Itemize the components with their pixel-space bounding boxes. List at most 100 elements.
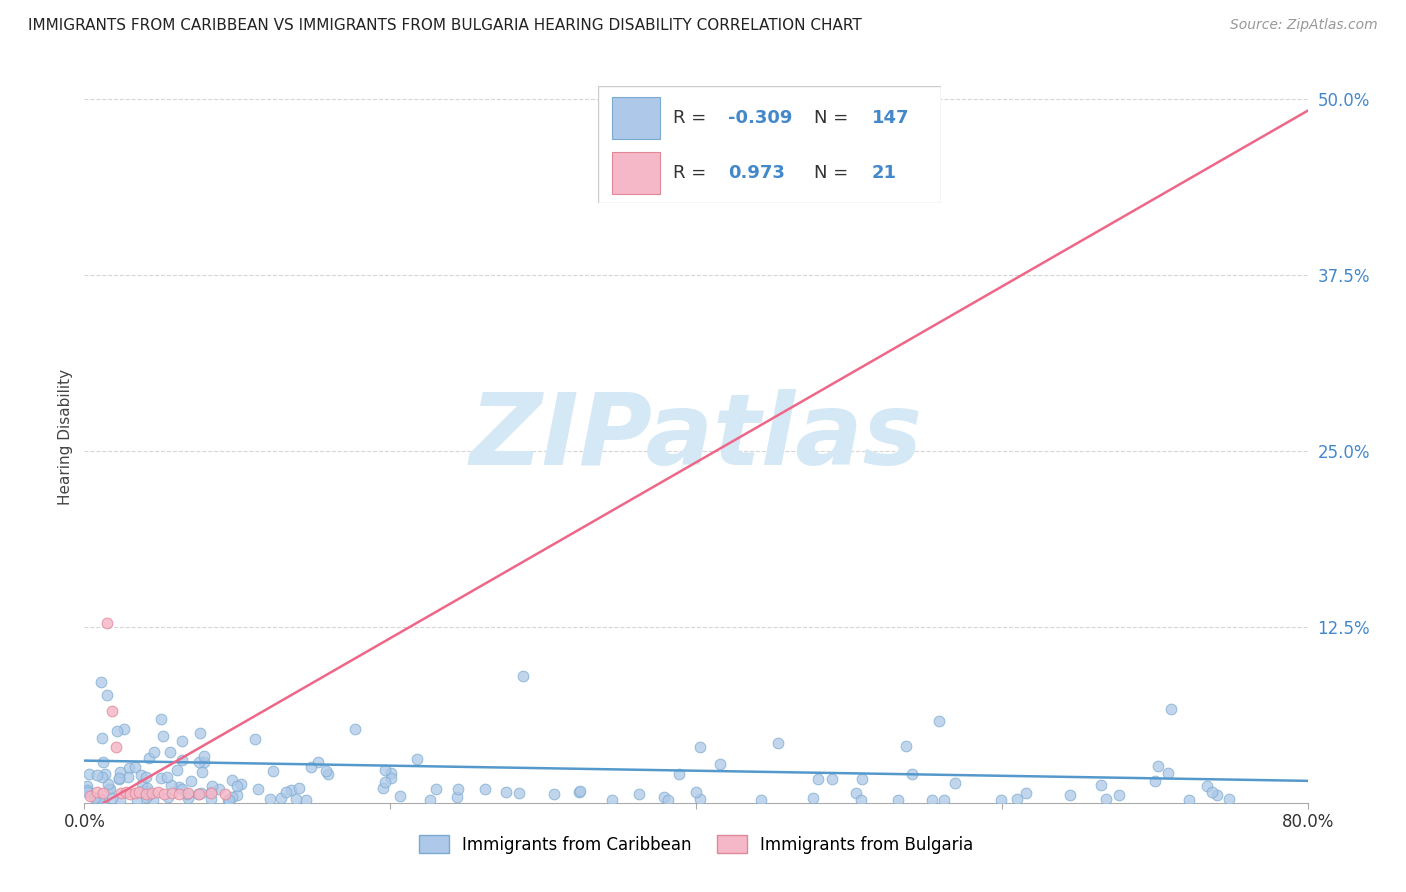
Point	[176, 788, 198, 802]
Point	[221, 772, 243, 787]
Point	[374, 775, 396, 789]
Point	[1005, 792, 1028, 806]
Point	[117, 770, 139, 784]
Point	[193, 749, 215, 764]
Point	[135, 788, 157, 802]
Point	[86, 784, 108, 798]
Point	[91, 731, 114, 746]
Point	[201, 779, 224, 793]
Point	[76, 779, 98, 793]
Point	[152, 729, 174, 743]
Point	[1015, 786, 1038, 800]
Point	[419, 793, 441, 807]
Point	[187, 787, 209, 801]
Point	[689, 739, 711, 754]
Point	[188, 788, 211, 802]
Point	[86, 768, 108, 782]
Point	[136, 783, 159, 797]
Point	[101, 790, 124, 805]
Point	[142, 793, 165, 807]
Point	[108, 793, 131, 807]
Point	[1160, 702, 1182, 716]
Point	[79, 789, 101, 803]
Point	[374, 763, 396, 777]
Point	[170, 734, 193, 748]
Legend: Immigrants from Caribbean, Immigrants from Bulgaria: Immigrants from Caribbean, Immigrants fr…	[412, 829, 980, 860]
Point	[146, 784, 169, 798]
Point	[188, 726, 211, 740]
Y-axis label: Hearing Disability: Hearing Disability	[58, 369, 73, 505]
Point	[1095, 792, 1118, 806]
Point	[508, 786, 530, 800]
Point	[274, 785, 297, 799]
Point	[990, 793, 1012, 807]
Point	[118, 761, 141, 775]
Point	[142, 745, 165, 759]
Point	[1178, 793, 1201, 807]
Point	[901, 766, 924, 780]
Point	[709, 756, 731, 771]
Point	[657, 793, 679, 807]
Point	[136, 781, 159, 796]
Point	[217, 793, 239, 807]
Point	[90, 674, 112, 689]
Point	[108, 771, 131, 785]
Point	[405, 752, 427, 766]
Point	[120, 788, 142, 802]
Point	[110, 765, 132, 780]
Point	[849, 793, 872, 807]
Point	[1090, 778, 1112, 792]
Point	[495, 785, 517, 799]
Point	[89, 791, 111, 805]
Point	[112, 722, 135, 736]
Point	[295, 793, 318, 807]
Point	[1206, 788, 1229, 802]
Point	[689, 792, 711, 806]
Point	[284, 792, 307, 806]
Point	[921, 793, 943, 807]
Point	[299, 760, 322, 774]
Point	[138, 751, 160, 765]
Point	[600, 793, 623, 807]
Point	[801, 790, 824, 805]
Point	[76, 785, 98, 799]
Text: IMMIGRANTS FROM CARIBBEAN VS IMMIGRANTS FROM BULGARIA HEARING DISABILITY CORRELA: IMMIGRANTS FROM CARIBBEAN VS IMMIGRANTS …	[28, 18, 862, 33]
Point	[190, 786, 212, 800]
Point	[128, 784, 150, 798]
Point	[1147, 759, 1170, 773]
Point	[114, 784, 136, 798]
Point	[167, 788, 190, 802]
Point	[77, 767, 100, 781]
Point	[167, 780, 190, 794]
Point	[371, 781, 394, 796]
Point	[136, 788, 159, 802]
Point	[1059, 788, 1081, 802]
Point	[388, 789, 411, 803]
Point	[108, 772, 131, 787]
Point	[262, 764, 284, 779]
Point	[1197, 780, 1219, 794]
Point	[214, 788, 236, 802]
Point	[652, 790, 675, 805]
Point	[1144, 773, 1167, 788]
Point	[150, 713, 173, 727]
Point	[896, 739, 918, 754]
Point	[93, 793, 115, 807]
Point	[1201, 785, 1223, 799]
Point	[135, 771, 157, 785]
Point	[90, 770, 112, 784]
Point	[568, 784, 591, 798]
Point	[288, 781, 311, 796]
Point	[97, 777, 120, 791]
Point	[943, 776, 966, 790]
Point	[180, 773, 202, 788]
Point	[91, 786, 114, 800]
Point	[851, 772, 873, 786]
Point	[105, 724, 128, 739]
Point	[474, 782, 496, 797]
Point	[110, 786, 132, 800]
Point	[127, 793, 149, 807]
Point	[543, 787, 565, 801]
Point	[83, 791, 105, 805]
Point	[221, 789, 243, 804]
